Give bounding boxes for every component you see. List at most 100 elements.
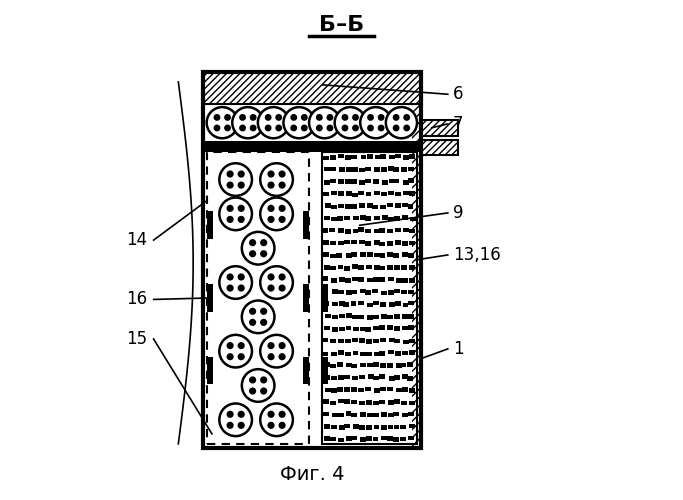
Circle shape — [268, 410, 275, 418]
Bar — [401, 168, 406, 172]
Bar — [339, 399, 344, 404]
Bar — [409, 350, 415, 354]
Bar — [374, 167, 380, 172]
Bar — [365, 179, 371, 183]
Circle shape — [260, 388, 267, 394]
Bar — [367, 252, 373, 257]
Bar — [394, 375, 400, 380]
Bar — [332, 315, 337, 320]
Circle shape — [207, 107, 238, 138]
Bar — [388, 191, 394, 196]
Bar — [359, 425, 365, 430]
Circle shape — [393, 114, 400, 121]
Circle shape — [352, 114, 359, 121]
Bar — [402, 290, 408, 294]
Bar — [346, 314, 352, 318]
Bar — [352, 376, 358, 380]
Bar — [323, 156, 329, 160]
Bar — [350, 302, 357, 306]
Circle shape — [265, 114, 272, 121]
Bar — [402, 278, 408, 282]
Bar — [207, 152, 309, 444]
Bar — [332, 290, 338, 294]
Bar — [394, 399, 400, 404]
Bar — [331, 424, 337, 429]
Bar — [346, 230, 352, 234]
Bar — [324, 424, 330, 429]
Bar — [207, 358, 214, 384]
Bar — [322, 352, 329, 356]
Circle shape — [260, 335, 293, 368]
Bar — [400, 363, 406, 368]
Bar — [332, 302, 338, 306]
Bar — [339, 277, 345, 281]
Bar — [367, 374, 374, 379]
Circle shape — [268, 182, 275, 188]
Bar — [379, 242, 385, 246]
Bar — [352, 192, 358, 197]
Circle shape — [326, 124, 333, 132]
Bar — [395, 352, 401, 356]
Bar — [403, 340, 409, 344]
Bar — [409, 154, 415, 158]
Circle shape — [260, 239, 267, 246]
Bar — [346, 338, 352, 343]
Circle shape — [227, 182, 234, 188]
Circle shape — [326, 114, 333, 121]
Bar — [338, 180, 344, 184]
Bar — [379, 228, 385, 232]
Bar — [338, 375, 344, 380]
Circle shape — [242, 300, 275, 333]
Bar — [352, 351, 359, 356]
Bar — [396, 388, 402, 392]
Bar — [379, 374, 385, 379]
Bar — [389, 216, 394, 221]
Bar — [203, 141, 421, 152]
Bar — [410, 217, 416, 222]
Bar — [339, 314, 345, 318]
Circle shape — [301, 114, 308, 121]
Bar — [330, 400, 336, 405]
Bar — [336, 253, 342, 258]
Bar — [351, 154, 357, 159]
Bar — [359, 338, 365, 343]
Circle shape — [219, 335, 252, 368]
Bar — [408, 204, 413, 208]
Bar — [359, 400, 365, 405]
Bar — [303, 284, 309, 312]
Bar — [203, 72, 421, 448]
Bar — [421, 140, 458, 156]
Bar — [331, 190, 337, 195]
Bar — [367, 278, 373, 282]
Bar — [421, 120, 458, 136]
Bar — [346, 326, 352, 330]
Bar — [389, 155, 395, 160]
Bar — [374, 352, 380, 356]
Circle shape — [268, 274, 275, 280]
Bar — [403, 228, 409, 232]
Bar — [373, 401, 379, 405]
Bar — [358, 265, 364, 270]
Bar — [344, 216, 350, 220]
Bar — [379, 278, 385, 282]
Bar — [389, 338, 395, 342]
Bar — [380, 364, 386, 368]
Bar — [388, 400, 394, 404]
Circle shape — [227, 216, 234, 223]
Bar — [361, 155, 367, 160]
Bar — [403, 155, 409, 160]
Bar — [408, 326, 414, 330]
Circle shape — [279, 216, 285, 223]
Bar — [412, 72, 421, 448]
Bar — [402, 242, 408, 246]
Circle shape — [342, 114, 348, 121]
Bar — [351, 252, 357, 256]
Text: 16: 16 — [126, 290, 148, 308]
Bar — [344, 266, 350, 270]
Bar — [322, 358, 328, 384]
Circle shape — [279, 342, 285, 349]
Bar — [330, 241, 336, 245]
Bar — [381, 436, 387, 440]
Bar — [361, 252, 366, 256]
Bar — [322, 276, 329, 281]
